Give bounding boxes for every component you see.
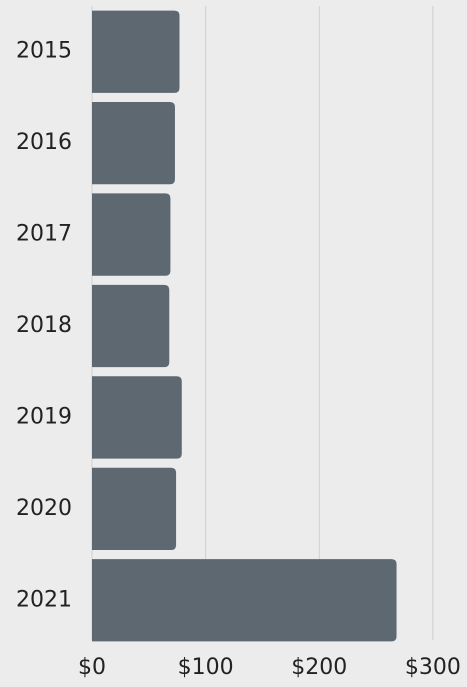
bar — [92, 376, 182, 459]
bar — [92, 467, 177, 550]
x-tick-label: $200 — [291, 655, 347, 680]
x-tick-label: $100 — [178, 655, 234, 680]
bar — [92, 284, 170, 368]
x-tick-label: $0 — [78, 655, 106, 680]
y-tick-label: 2020 — [16, 496, 72, 521]
y-tick-label: 2018 — [16, 313, 72, 338]
y-tick-label: 2021 — [16, 587, 72, 612]
y-tick-label: 2016 — [16, 130, 72, 155]
bar — [92, 559, 397, 642]
bar — [92, 10, 180, 93]
y-tick-label: 2017 — [16, 222, 72, 247]
bar — [92, 193, 171, 276]
y-tick-label: 2019 — [16, 404, 72, 429]
bar — [92, 102, 175, 185]
x-tick-label: $300 — [405, 655, 461, 680]
y-tick-label: 2015 — [16, 39, 72, 64]
